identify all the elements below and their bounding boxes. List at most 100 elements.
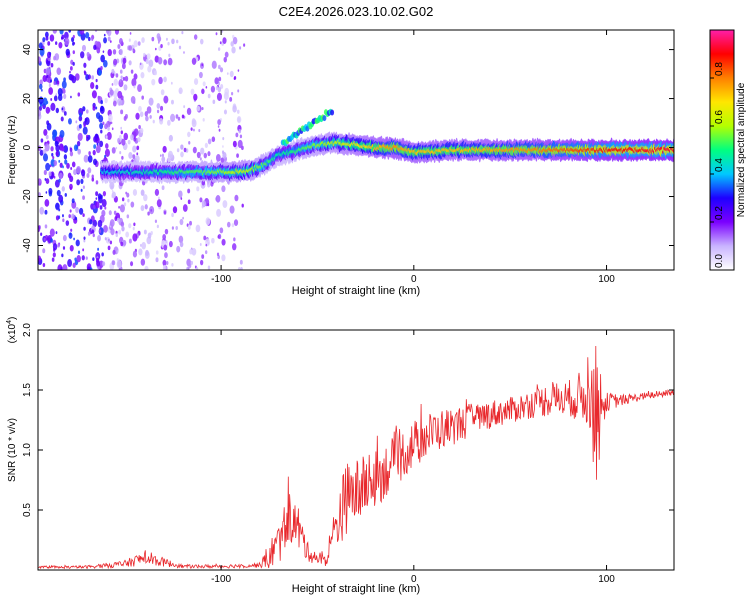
spectrogram-noise-blob — [45, 31, 49, 38]
spectrogram-noise-blob — [232, 140, 237, 148]
spectrogram-noise-blob — [140, 127, 144, 134]
colorbar-tick-label: 0.4 — [714, 158, 725, 172]
spectrogram-noise-blob — [42, 262, 46, 268]
spectrogram-noise-blob — [137, 41, 141, 46]
spectrogram-noise-blob — [63, 93, 67, 99]
spectrogram-noise-blob — [151, 78, 156, 86]
spectrogram-noise-blob — [214, 77, 219, 85]
spectrogram-noise-blob — [111, 260, 115, 265]
spectrogram-noise-blob — [77, 250, 81, 255]
snr-y-tick-label: 0.5 — [22, 503, 33, 517]
spectrogram-noise-blob — [141, 37, 145, 43]
spectrogram-noise-blob — [199, 259, 204, 266]
spectrogram-noise-blob — [113, 58, 118, 66]
spectrogram-noise-blob — [186, 266, 190, 270]
spectrogram-noise-blob — [116, 250, 119, 254]
spectrogram-noise-blob — [50, 102, 56, 111]
spectrogram-noise-blob — [132, 226, 135, 231]
spectrogram-noise-blob — [223, 91, 229, 101]
spectrogram-noise-blob — [86, 172, 90, 178]
spectrogram-noise-blob — [99, 140, 104, 148]
spectrogram-noise-blob — [212, 99, 216, 105]
spectrogram-noise-blob — [201, 179, 206, 186]
spectrogram-noise-blob — [162, 233, 167, 241]
spectrogram-noise-blob — [70, 228, 73, 232]
spectrogram-noise-blob — [178, 45, 182, 50]
snr-x-tick-label: 100 — [598, 574, 615, 585]
spectrogram-noise-blob — [97, 247, 100, 251]
spectrogram-noise-blob — [202, 81, 206, 87]
spectrogram-noise-blob — [109, 40, 112, 44]
spectrogram-noise-blob — [162, 145, 167, 153]
spectrogram-noise-blob — [45, 36, 49, 41]
spectrogram-noise-blob — [167, 41, 170, 46]
spectrogram-noise-blob — [45, 162, 51, 171]
spectrogram-noise-blob — [182, 204, 188, 212]
spectrogram-noise-blob — [92, 149, 96, 156]
spectrogram-noise-blob — [44, 209, 48, 215]
spectrogram-noise-blob — [38, 42, 43, 49]
spectrogram-noise-blob — [72, 34, 75, 39]
spectrogram-noise-blob — [143, 52, 146, 57]
spectrogram-noise-blob — [229, 205, 235, 214]
spectrogram-noise-blob — [139, 62, 142, 66]
spectrogram-noise-blob — [175, 226, 178, 231]
spectrogram-noise-blob — [89, 267, 93, 270]
spectrogram-noise-blob — [68, 214, 71, 219]
spectrogram-noise-blob — [207, 265, 211, 270]
spectrogram-noise-blob — [207, 203, 210, 207]
spectrogram-noise-blob — [72, 262, 76, 268]
spectrogram-noise-blob — [99, 205, 103, 210]
spectrogram-noise-blob — [128, 45, 132, 51]
spectrogram-noise-blob — [111, 189, 114, 193]
spectrogram-noise-blob — [72, 61, 75, 66]
spectrogram-noise-blob — [56, 67, 62, 75]
spectrogram-noise-blob — [115, 73, 119, 78]
spectrogram-noise-blob — [192, 146, 197, 154]
spectrogram-noise-blob — [85, 31, 90, 39]
spectrogram-noise-blob — [62, 234, 67, 242]
spectrogram-noise-blob — [158, 76, 163, 85]
spectrogram-noise-blob — [172, 206, 178, 214]
spectrogram-noise-blob — [110, 228, 115, 236]
spectrogram-noise-blob — [82, 195, 85, 200]
spectrogram-noise-blob — [76, 140, 81, 147]
spectrogram-noise-blob — [119, 134, 122, 140]
spectrogram-noise-blob — [187, 188, 191, 194]
spectrogram-noise-blob — [160, 44, 163, 49]
spectrogram-noise-blob — [118, 205, 120, 209]
spectrogram-noise-blob — [200, 38, 204, 45]
spectrogram-noise-blob — [46, 51, 52, 59]
spectrogram-noise-blob — [58, 208, 61, 212]
spectrogram-noise-blob — [132, 189, 138, 196]
spectrogram-x-tick-label: 100 — [598, 274, 615, 285]
spectrogram-noise-blob — [58, 41, 63, 49]
spectrogram-noise-blob — [55, 215, 60, 221]
spectrogram-noise-blob — [160, 89, 165, 96]
snr-multiplier: (x104) — [6, 317, 18, 344]
spectrogram-noise-blob — [119, 38, 123, 45]
spectrogram-noise-blob — [207, 151, 211, 157]
spectrogram-noise-blob — [167, 156, 171, 163]
spectrogram-noise-blob — [119, 151, 122, 155]
spectrogram-noise-blob — [163, 210, 167, 215]
spectrogram-y-axis: -40 -20 0 20 40 — [22, 44, 674, 253]
spectrogram-noise-blob — [140, 205, 145, 212]
spectrogram-noise-blob — [164, 228, 169, 235]
spectrogram-noise-blob — [57, 93, 63, 102]
spectrogram-noise-blob — [46, 100, 49, 105]
spectrogram-noise-blob — [76, 165, 81, 174]
spectrogram-noise-blob — [64, 37, 70, 46]
spectrogram-noise-blob — [38, 178, 42, 186]
spectrogram-noise-blob — [144, 111, 149, 117]
spectrogram-noise-blob — [196, 105, 201, 112]
spectrogram-noise-blob — [163, 59, 168, 66]
spectrogram-noise-blob — [95, 84, 99, 90]
spectrogram-noise-blob — [233, 77, 236, 80]
spectrogram-noise-blob — [219, 227, 224, 234]
spectrogram-noise-blob — [95, 252, 101, 261]
spectrogram-noise-blob — [221, 238, 226, 246]
spectrogram-noise-blob — [140, 71, 145, 79]
spectrogram-noise-blob — [217, 119, 221, 126]
spectrogram-noise-blob — [176, 39, 179, 44]
